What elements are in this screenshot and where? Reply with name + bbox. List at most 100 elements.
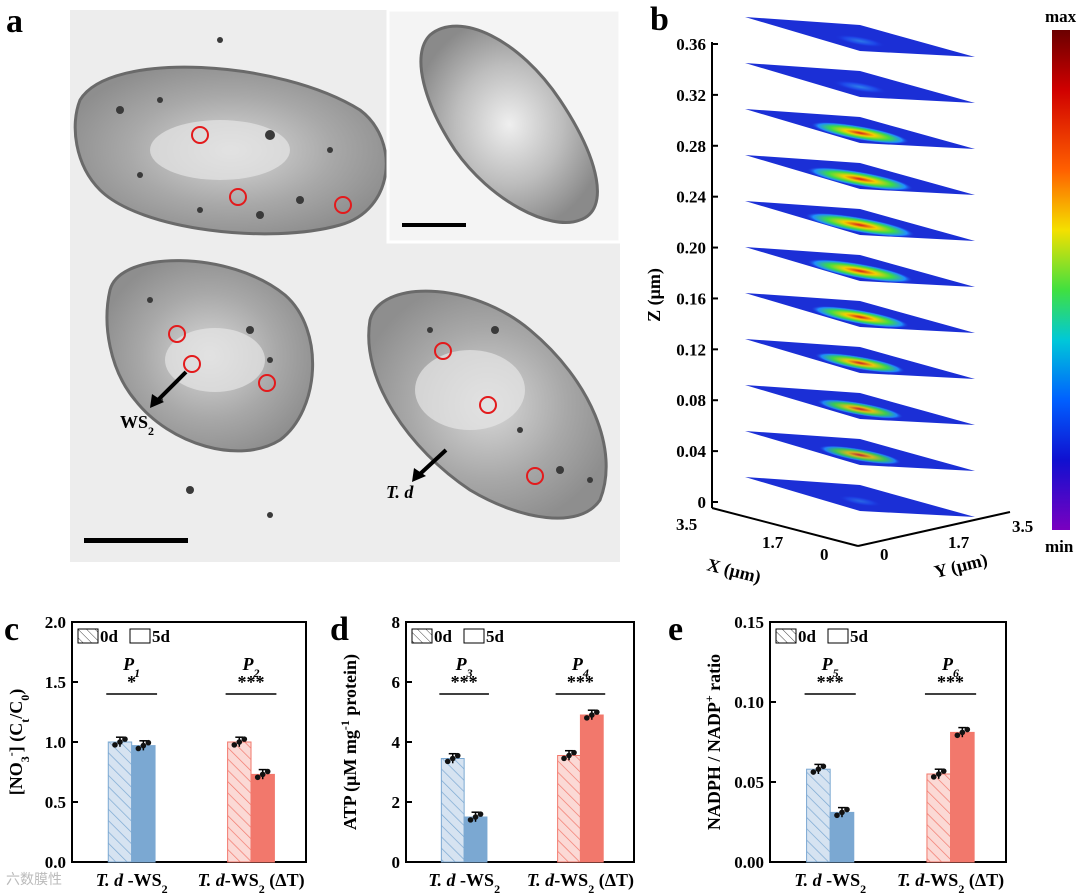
legend-label-0d: 0d [434,627,453,646]
category-label: T. d -WS2 [96,870,168,893]
axes-frame [769,621,1007,863]
data-point [584,715,590,721]
heatmap-slice [745,385,975,425]
x-axis-line [711,507,859,547]
data-point [264,768,271,775]
y-tick-0: 0 [880,545,889,564]
inset-bacterium [419,24,599,225]
y-axis-label: NADPH / NADP+ ratio [702,654,724,830]
legend-label-0d: 0d [798,627,817,646]
legend-swatch-0d [411,628,433,644]
category-label: T. d-WS2 (ΔT) [197,870,304,893]
p-label: P3 [455,654,473,680]
heatmap-slice [745,431,975,471]
y-tick-label: 0.05 [734,773,764,792]
legend-label-0d: 0d [100,627,119,646]
panel-label-c: c [4,611,19,648]
y-tick-1.7: 1.7 [948,533,970,552]
data-point [454,752,461,759]
z-tick-label: 0.08 [676,391,706,410]
data-point [810,769,817,775]
slice-hotspot [804,212,916,238]
ws2-marker [334,196,352,214]
significance-stars: * [127,672,136,692]
panel-label-a: a [6,3,23,40]
y-tick-label: 2.0 [45,613,66,632]
colorbar-min-label: min [1045,537,1074,556]
y-tick-label: 0.0 [45,853,66,872]
panel-label-b: b [650,1,669,38]
z-tick-label: 0.20 [676,239,706,258]
data-point [254,774,261,781]
data-point [589,712,595,718]
data-point [145,739,152,746]
data-point [820,763,827,770]
p-label: P5 [821,654,839,680]
legend-label-5d: 5d [850,627,869,646]
y-axis-label: ATP (μM mg-1 protein) [338,654,361,830]
y-tick-label: 1.0 [45,733,66,752]
x-axis-label: X (μm) [705,554,763,588]
data-point [472,814,479,820]
scale-bar-main [84,538,188,543]
bar-5d-group1 [463,816,488,863]
slice-hotspot [832,80,888,94]
data-point [594,709,600,715]
heatmap-slice [745,155,975,195]
significance-stars: *** [238,672,265,692]
heatmap-slice [745,109,975,149]
data-point [964,726,971,733]
data-point [954,732,961,739]
slice-hotspot [816,399,904,419]
slice-hotspot [818,445,902,465]
heatmap-slices [745,17,975,517]
dark-particles [116,37,593,518]
slice-hotspot [814,352,906,374]
cell-1-cytoplasm [150,120,290,180]
bar-5d-group1 [829,811,855,863]
z-tick-label: 0.28 [676,137,706,156]
colorbar-max-label: max [1045,7,1077,26]
panel-label-e: e [668,611,683,648]
category-label: T. d-WS2 (ΔT) [527,870,634,893]
x-tick-3.5: 3.5 [676,515,697,534]
bar-5d-group2 [579,714,604,863]
panel-b: b Z (μm) 0 0.04 0.08 0.12 0.16 0.20 0.24 0.28 0.… [644,1,1077,588]
y-axis-label: [NO3-] (Ct/C0) [4,689,32,796]
td-arrow-label: T. d [386,482,414,502]
bar-0d-group1 [806,768,831,863]
y-tick-label: 1.5 [45,673,66,692]
cell-3-cytoplasm [415,350,525,430]
data-point [935,771,942,777]
heatmap-slice [745,293,975,333]
slice-hotspot [810,305,910,329]
significance-stars: *** [451,672,478,692]
heatmap-slice [745,201,975,241]
heatmap-slice [745,477,975,517]
heatmap-slice [745,63,975,103]
p-label: P2 [242,654,260,680]
bar-5d-group2 [950,731,975,863]
panel-label-d: d [330,611,349,648]
legend-swatch-5d [463,628,485,644]
y-tick-label: 0.00 [734,853,764,872]
heatmap-slice [745,247,975,287]
bar-0d-group2 [926,773,952,863]
ws2-marker [183,355,201,373]
heatmap-slice [745,339,975,379]
z-ticks: 0 0.04 0.08 0.12 0.16 0.20 0.24 0.28 0.32 0.36 [676,35,718,512]
y-tick-label: 4 [392,733,401,752]
chart-c: c 0.0 0.5 1.0 1.5 2.0 [NO3-] (Ct/C0) 0d 5d T. d -… [4,611,307,893]
legend-swatch-0d [775,628,797,644]
data-point [140,742,147,749]
data-point [959,729,966,736]
y-tick-3.5: 3.5 [1012,517,1033,536]
data-point [449,755,456,762]
y-tick-label: 0 [392,853,401,872]
ws2-arrow [156,370,188,402]
data-point [444,758,451,765]
data-point [571,749,577,756]
data-point [815,766,822,772]
y-tick-label: 8 [392,613,401,632]
